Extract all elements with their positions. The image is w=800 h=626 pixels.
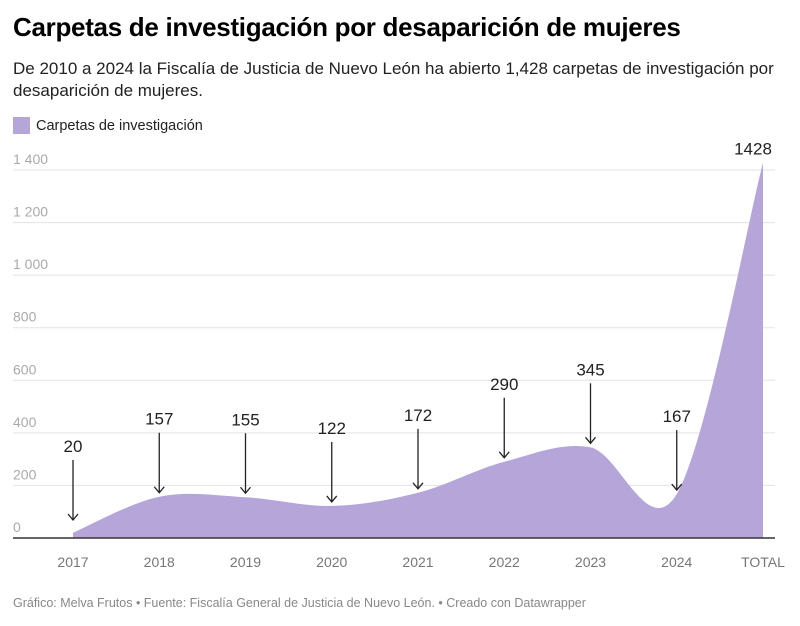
area-series [73,162,763,538]
x-tick-label: 2024 [661,554,692,570]
x-tick-label: 2021 [402,554,433,570]
y-tick-label: 1 400 [13,151,48,167]
data-label: 172 [404,406,432,425]
y-tick-label: 600 [13,361,37,377]
data-label: 157 [145,410,173,429]
data-label: 122 [318,419,346,438]
x-tick-label: 2023 [575,554,606,570]
legend: Carpetas de investigación [13,117,203,134]
arrow-head-icon [240,486,251,495]
x-tick-label: 2018 [144,554,175,570]
legend-label: Carpetas de investigación [36,117,203,134]
y-tick-label: 1 200 [13,204,48,220]
legend-swatch [13,117,30,134]
y-tick-label: 1 000 [13,256,48,272]
x-tick-label: 2017 [57,554,88,570]
chart-subtitle: De 2010 a 2024 la Fiscalía de Justicia d… [13,59,774,100]
arrow-head-icon [67,513,79,522]
y-tick-label: 0 [13,519,21,535]
x-tick-label: 2020 [316,554,347,570]
data-label: 167 [663,407,691,426]
x-tick-label: TOTAL [741,554,785,570]
arrow-head-icon [326,495,338,503]
x-tick-label: 2019 [230,554,261,570]
x-tick-label: 2022 [489,554,520,570]
data-label: 290 [490,375,518,394]
y-tick-label: 200 [13,466,37,482]
data-label: 20 [64,437,83,456]
y-tick-label: 800 [13,309,37,325]
arrow-head-icon [671,483,683,492]
arrow-head-icon [498,451,510,459]
data-label: 155 [231,410,259,429]
y-tick-label: 400 [13,414,37,430]
data-label: 345 [576,360,604,379]
arrow-head-icon [585,436,596,445]
chart-title: Carpetas de investigación por desaparici… [13,12,681,42]
arrow-head-icon [412,482,424,490]
arrow-head-icon [153,486,165,494]
data-label: 1428 [734,140,772,159]
footer-credits: Gráfico: Melva Frutos • Fuente: Fiscalía… [13,596,586,610]
